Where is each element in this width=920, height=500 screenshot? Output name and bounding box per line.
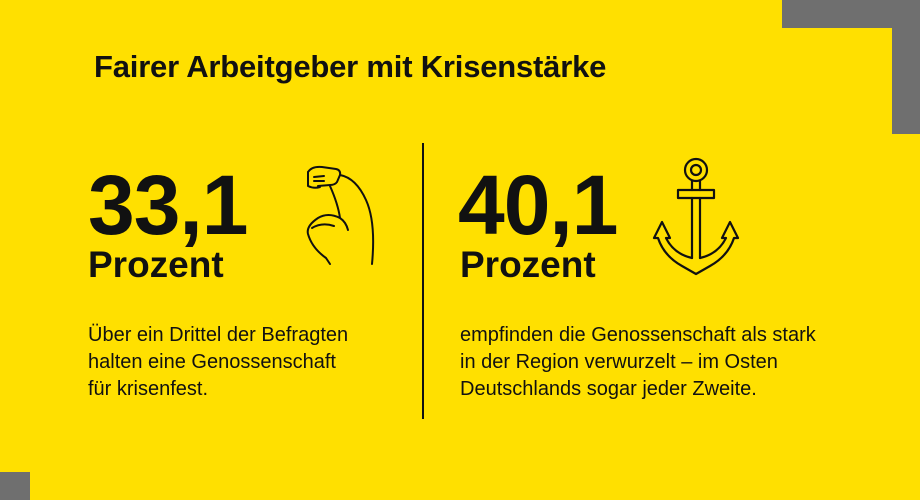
divider <box>422 143 424 419</box>
stat-description-right: empfinden die Genossenschaft als stark i… <box>460 322 816 403</box>
description-line: Deutschlands sogar jeder Zweite. <box>460 378 757 400</box>
description-line: in der Region verwurzelt – im Osten <box>460 351 778 373</box>
description-line: Über ein Drittel der Befragten <box>88 324 349 346</box>
description-line: für krisenfest. <box>88 378 209 400</box>
stat-value-left: 33,1 <box>88 158 248 252</box>
flexed-arm-icon <box>306 165 375 265</box>
stat-unit-right: Prozent <box>460 244 596 285</box>
stat-unit-left: Prozent <box>88 244 224 285</box>
anchor-icon <box>652 157 740 276</box>
description-line: halten eine Genossenschaft <box>88 351 336 373</box>
page-title: Fairer Arbeitgeber mit Krisenstärke <box>94 49 607 84</box>
corner-decoration-top-right <box>782 0 920 134</box>
corner-decoration-bottom-left <box>0 472 30 500</box>
stat-description-left: Über ein Drittel der Befragten halten ei… <box>88 322 348 403</box>
description-line: empfinden die Genossenschaft als stark <box>460 324 816 346</box>
stat-value-right: 40,1 <box>458 158 618 252</box>
